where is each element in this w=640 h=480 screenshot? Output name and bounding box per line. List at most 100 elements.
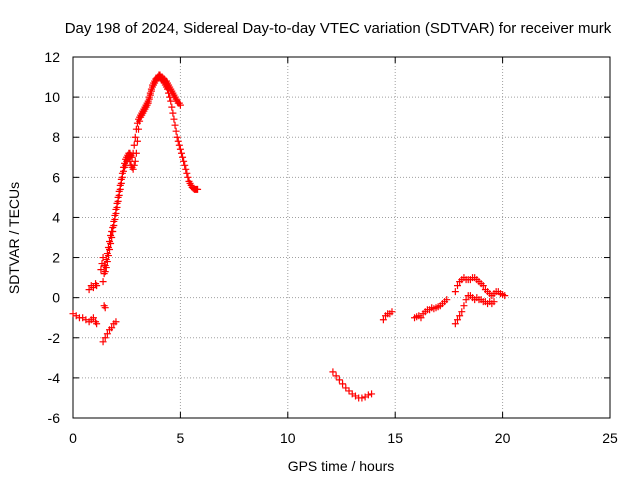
data-point	[453, 282, 461, 290]
y-tick-label: -6	[48, 410, 61, 426]
x-tick-label: 20	[495, 430, 511, 446]
data-point	[115, 191, 123, 199]
data-point	[358, 394, 366, 402]
data-point	[135, 125, 143, 133]
data-point	[114, 197, 122, 205]
data-point	[118, 173, 126, 181]
data-point	[171, 121, 179, 129]
data-point	[129, 165, 137, 173]
data-point	[332, 372, 340, 380]
y-tick-label: 6	[52, 169, 60, 185]
data-point	[182, 165, 190, 173]
x-tick-label: 15	[387, 430, 403, 446]
data-point	[116, 185, 124, 193]
data-point	[460, 302, 468, 310]
data-point	[329, 368, 337, 376]
data-point	[443, 296, 451, 304]
data-point	[93, 320, 101, 328]
data-point	[112, 318, 120, 326]
grid-lines	[73, 57, 610, 418]
data-point	[85, 286, 93, 294]
data-point	[136, 117, 144, 125]
data-point	[101, 304, 109, 312]
x-tick-label: 5	[177, 430, 185, 446]
data-point	[130, 161, 138, 169]
data-point	[104, 252, 112, 260]
x-tick-label: 0	[69, 430, 77, 446]
x-axis-label: GPS time / hours	[288, 458, 395, 474]
data-point	[89, 314, 97, 322]
y-tick-label: 8	[52, 129, 60, 145]
data-point	[345, 387, 353, 395]
data-point	[388, 308, 396, 316]
data-point	[147, 87, 155, 95]
y-tick-label: 12	[44, 49, 60, 65]
data-point	[451, 320, 459, 328]
data-point	[172, 127, 180, 135]
data-point	[146, 91, 154, 99]
data-point	[99, 338, 107, 346]
data-point	[342, 384, 350, 392]
data-point	[108, 324, 116, 332]
data-point	[97, 266, 105, 274]
plot-frame	[72, 56, 611, 419]
axis-ticks: 0 5 10 15 20 25 -6 -4 -2 0 2 4 6 8 10 12	[44, 49, 618, 446]
data-point	[456, 312, 464, 320]
data-point	[110, 221, 118, 229]
y-tick-label: 0	[52, 290, 60, 306]
data-point	[183, 169, 191, 177]
data-point	[339, 380, 347, 388]
data-point	[458, 308, 466, 316]
data-point	[173, 133, 181, 141]
y-tick-label: 2	[52, 250, 60, 266]
y-tick-label: 10	[44, 89, 60, 105]
y-axis-label: SDTVAR / TECUs	[6, 182, 22, 294]
data-point	[180, 157, 188, 165]
data-point	[144, 99, 152, 107]
data-point	[451, 288, 459, 296]
data-point	[179, 153, 187, 161]
data-point	[113, 203, 121, 211]
data-point	[490, 298, 498, 306]
data-point	[101, 334, 109, 342]
data-point	[119, 167, 127, 175]
data-point	[170, 115, 178, 123]
data-point	[479, 282, 487, 290]
data-point	[169, 109, 177, 117]
data-point	[462, 296, 470, 304]
data-point	[132, 149, 140, 157]
data-point	[181, 161, 189, 169]
data-point	[101, 268, 109, 276]
data-point	[117, 179, 125, 187]
data-point	[131, 157, 139, 165]
data-point	[107, 240, 115, 248]
chart-title: Day 198 of 2024, Sidereal Day-to-day VTE…	[65, 20, 612, 37]
data-point	[177, 149, 185, 157]
data-point	[99, 254, 107, 262]
data-point	[417, 314, 425, 322]
data-point	[174, 137, 182, 145]
data-point	[99, 278, 107, 286]
data-point	[175, 141, 183, 149]
data-point	[103, 258, 111, 266]
data-point	[176, 145, 184, 153]
data-point	[102, 264, 110, 272]
data-point	[125, 153, 133, 161]
data-point	[194, 185, 202, 193]
data-point	[379, 316, 387, 324]
y-tick-label: -4	[48, 370, 61, 386]
data-point	[111, 215, 119, 223]
data-point	[133, 137, 141, 145]
data-point	[364, 391, 372, 399]
data-point	[368, 390, 376, 398]
data-point	[168, 103, 176, 111]
data-point	[167, 97, 175, 105]
data-point	[501, 292, 509, 300]
data-point	[130, 141, 138, 149]
data-points	[69, 71, 509, 402]
data-point	[112, 209, 120, 217]
data-point	[108, 234, 116, 241]
y-tick-label: 4	[52, 209, 60, 225]
data-point	[109, 227, 117, 235]
